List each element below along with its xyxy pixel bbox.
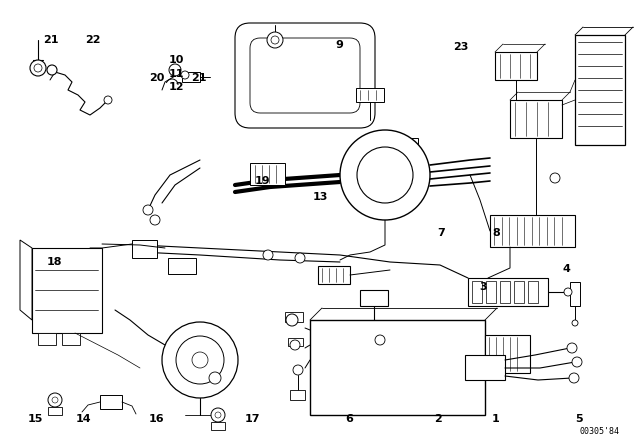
Circle shape	[572, 357, 582, 367]
Text: 22: 22	[85, 35, 100, 45]
Circle shape	[290, 340, 300, 350]
Circle shape	[293, 365, 303, 375]
Circle shape	[340, 130, 430, 220]
Circle shape	[52, 397, 58, 403]
Circle shape	[375, 335, 385, 345]
Bar	[575, 35, 625, 145]
Text: 14: 14	[76, 414, 91, 424]
Bar	[168, 258, 196, 274]
Circle shape	[295, 253, 305, 263]
Bar	[468, 278, 548, 306]
Circle shape	[192, 352, 208, 368]
Bar	[211, 422, 225, 430]
Bar	[465, 355, 505, 380]
Bar	[472, 281, 482, 303]
Bar	[318, 266, 350, 284]
Text: 23: 23	[453, 42, 468, 52]
Text: 7: 7	[438, 228, 445, 238]
Text: 1: 1	[492, 414, 500, 424]
Text: 8: 8	[492, 228, 500, 238]
Circle shape	[211, 408, 225, 422]
Circle shape	[567, 343, 577, 353]
Bar	[62, 333, 80, 345]
Bar	[380, 138, 418, 160]
Text: 21: 21	[44, 35, 59, 45]
Text: 4: 4	[563, 264, 570, 274]
Circle shape	[215, 412, 221, 418]
Circle shape	[572, 320, 578, 326]
Text: 00305'84: 00305'84	[580, 427, 620, 436]
Circle shape	[176, 336, 224, 384]
Bar	[290, 390, 305, 400]
Circle shape	[169, 64, 181, 76]
Bar	[285, 312, 303, 322]
Circle shape	[104, 96, 112, 104]
Text: 6: 6	[345, 414, 353, 424]
Bar	[32, 248, 102, 333]
Bar	[100, 395, 122, 409]
Circle shape	[30, 60, 46, 76]
Circle shape	[181, 71, 189, 79]
FancyBboxPatch shape	[250, 38, 360, 113]
Bar	[250, 163, 285, 185]
Circle shape	[209, 372, 221, 384]
Bar	[570, 282, 580, 306]
Bar	[182, 72, 200, 82]
FancyBboxPatch shape	[235, 23, 375, 128]
Circle shape	[569, 373, 579, 383]
Bar	[38, 333, 56, 345]
Text: 18: 18	[47, 257, 62, 267]
Bar	[288, 338, 303, 346]
Bar	[360, 330, 388, 346]
Text: 5: 5	[575, 414, 583, 424]
Text: 3: 3	[479, 282, 487, 292]
Text: 15: 15	[28, 414, 43, 424]
Bar	[360, 290, 388, 306]
Circle shape	[271, 36, 279, 44]
Bar	[356, 88, 384, 102]
Circle shape	[267, 32, 283, 48]
Polygon shape	[20, 240, 32, 320]
Bar	[486, 281, 496, 303]
Circle shape	[162, 322, 238, 398]
Bar	[528, 281, 538, 303]
Text: 16: 16	[149, 414, 164, 424]
Bar	[495, 52, 537, 80]
Bar	[485, 335, 530, 373]
Text: 20: 20	[149, 73, 164, 83]
Circle shape	[286, 314, 298, 326]
Text: 11: 11	[168, 69, 184, 79]
Bar	[310, 320, 485, 415]
Text: 21: 21	[191, 73, 206, 83]
Bar	[500, 281, 510, 303]
Text: 2: 2	[435, 414, 442, 424]
Circle shape	[47, 65, 57, 75]
Circle shape	[143, 205, 153, 215]
Text: 19: 19	[255, 177, 270, 186]
Bar	[48, 407, 62, 415]
Bar	[514, 281, 524, 303]
Text: 17: 17	[245, 414, 260, 424]
Text: 9: 9	[335, 40, 343, 50]
Circle shape	[263, 250, 273, 260]
Text: 13: 13	[312, 192, 328, 202]
Circle shape	[150, 215, 160, 225]
Circle shape	[564, 288, 572, 296]
Circle shape	[48, 393, 62, 407]
Circle shape	[357, 147, 413, 203]
Text: 12: 12	[168, 82, 184, 92]
Text: 10: 10	[168, 56, 184, 65]
Bar	[490, 215, 575, 247]
Bar	[510, 100, 562, 138]
Circle shape	[550, 173, 560, 183]
Bar	[132, 240, 157, 258]
Circle shape	[34, 64, 42, 72]
